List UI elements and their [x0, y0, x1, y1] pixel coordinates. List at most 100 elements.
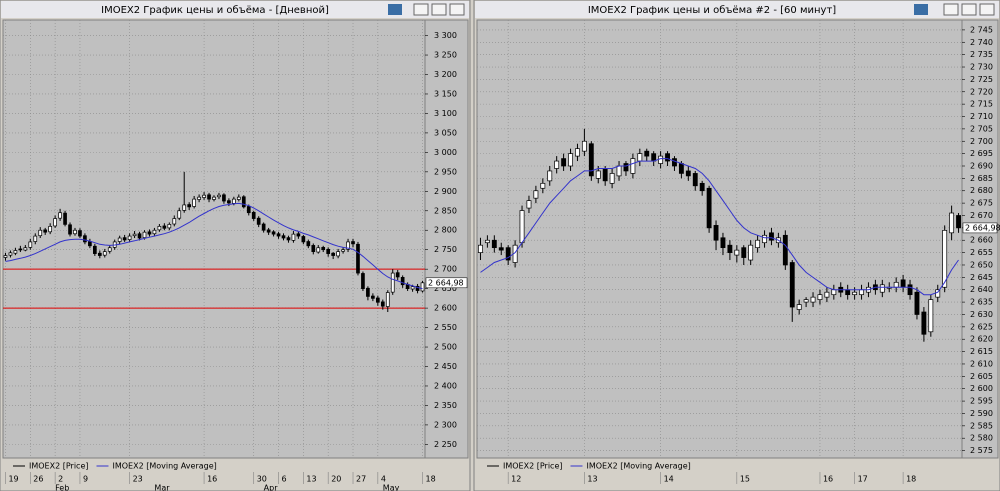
candle-body [914, 291, 920, 315]
candle-body [741, 247, 747, 258]
candle-body [281, 235, 286, 239]
candle-body [217, 194, 221, 198]
plot-area [2, 19, 426, 459]
candle-body [616, 165, 622, 177]
candle-body [256, 217, 261, 225]
candle-body [162, 225, 167, 229]
candle-body [167, 224, 172, 229]
candle-body [533, 190, 539, 199]
candle-body [152, 229, 157, 235]
candle-body [147, 231, 152, 235]
y-tick-label: 2 745 [970, 25, 993, 34]
candle-body [316, 247, 321, 253]
maximize-button[interactable] [961, 3, 977, 16]
y-tick-label: 2 585 [970, 421, 993, 430]
y-tick-label: 2 690 [970, 162, 993, 171]
price-axis [961, 19, 999, 459]
y-tick-label: 2 650 [970, 260, 993, 269]
y-tick-label: 2 720 [970, 87, 993, 96]
candle-body [202, 194, 206, 198]
candle-body [227, 200, 231, 204]
y-tick-label: 2 595 [970, 397, 993, 406]
x-tick-label: 20 [331, 475, 341, 484]
candle-body [420, 282, 425, 292]
y-tick-label: 2 740 [970, 38, 993, 47]
candle-body [942, 229, 948, 288]
month-label: May [383, 484, 400, 491]
candle-body [251, 211, 256, 219]
y-tick-label: 2 620 [970, 335, 993, 344]
candle-body [789, 262, 795, 308]
candle-body [341, 249, 345, 252]
candle-body [410, 286, 415, 290]
y-tick-label: 2 800 [434, 226, 457, 235]
y-tick-label: 2 610 [970, 359, 993, 368]
candle-body [366, 287, 370, 297]
x-tick-label: 26 [33, 475, 43, 484]
y-tick-label: 2 685 [970, 174, 993, 183]
legend-label: IMOEX2 [Price] [503, 462, 562, 471]
y-tick-label: 3 000 [434, 148, 457, 157]
candle-body [266, 229, 271, 233]
window-title: IMOEX2 График цены и объёма - [Дневной] [101, 5, 329, 16]
y-tick-label: 2 450 [434, 362, 457, 371]
x-tick-label: 12 [511, 475, 521, 484]
y-tick-label: 2 630 [970, 310, 993, 319]
y-tick-label: 2 735 [970, 50, 993, 59]
candle-body [122, 237, 127, 241]
candle-body [321, 247, 326, 251]
y-tick-label: 2 645 [970, 273, 993, 282]
pin-button[interactable] [914, 4, 928, 15]
candle-body [88, 241, 92, 247]
pin-button[interactable] [388, 4, 402, 15]
candle-body [3, 255, 8, 258]
candle-body [907, 284, 913, 296]
x-tick-label: 4 [381, 475, 386, 484]
candle-body [385, 292, 390, 307]
candle-body [137, 233, 142, 239]
last-price-label: 2 664,98 [428, 278, 464, 287]
y-tick-label: 2 600 [970, 384, 993, 393]
x-tick-label: 16 [207, 475, 217, 484]
candle-body [561, 158, 567, 167]
candle-body [132, 233, 137, 237]
x-tick-label: 27 [356, 475, 366, 484]
y-tick-label: 2 350 [434, 401, 457, 410]
candle-body [23, 247, 28, 251]
candle-body [672, 158, 677, 167]
candle-body [241, 196, 246, 208]
y-tick-label: 2 715 [970, 100, 993, 109]
candle-body [58, 212, 62, 219]
y-tick-label: 2 750 [434, 245, 457, 254]
last-price-label: 2 664,98 [965, 223, 1000, 232]
y-tick-label: 3 150 [434, 89, 457, 98]
minimize-button[interactable] [943, 3, 959, 16]
y-tick-label: 2 950 [434, 167, 457, 176]
candle-body [172, 218, 177, 225]
window-title: IMOEX2 График цены и объёма #2 - [60 мин… [588, 5, 836, 16]
y-tick-label: 2 650 [434, 284, 457, 293]
minimize-button[interactable] [413, 3, 429, 16]
candle-body [83, 235, 87, 243]
candle-body [177, 210, 182, 219]
candle-body [301, 236, 306, 243]
y-tick-label: 2 300 [434, 420, 457, 429]
candle-body [371, 295, 375, 299]
x-tick-label: 2 [58, 475, 63, 484]
y-tick-label: 2 680 [970, 186, 993, 195]
close-button[interactable] [979, 3, 995, 16]
legend [477, 460, 998, 471]
close-button[interactable] [449, 3, 465, 16]
x-tick-label: 9 [83, 475, 88, 484]
candle-body [400, 276, 405, 286]
candle-body [197, 196, 201, 200]
candle-body [644, 150, 650, 157]
maximize-button[interactable] [431, 3, 447, 16]
candle-body [803, 299, 809, 303]
candle-body [336, 251, 340, 257]
y-tick-label: 2 710 [970, 112, 993, 121]
candle-body [192, 198, 196, 207]
x-tick-label: 18 [906, 475, 916, 484]
candle-body [547, 170, 553, 182]
candle-body [33, 235, 38, 242]
